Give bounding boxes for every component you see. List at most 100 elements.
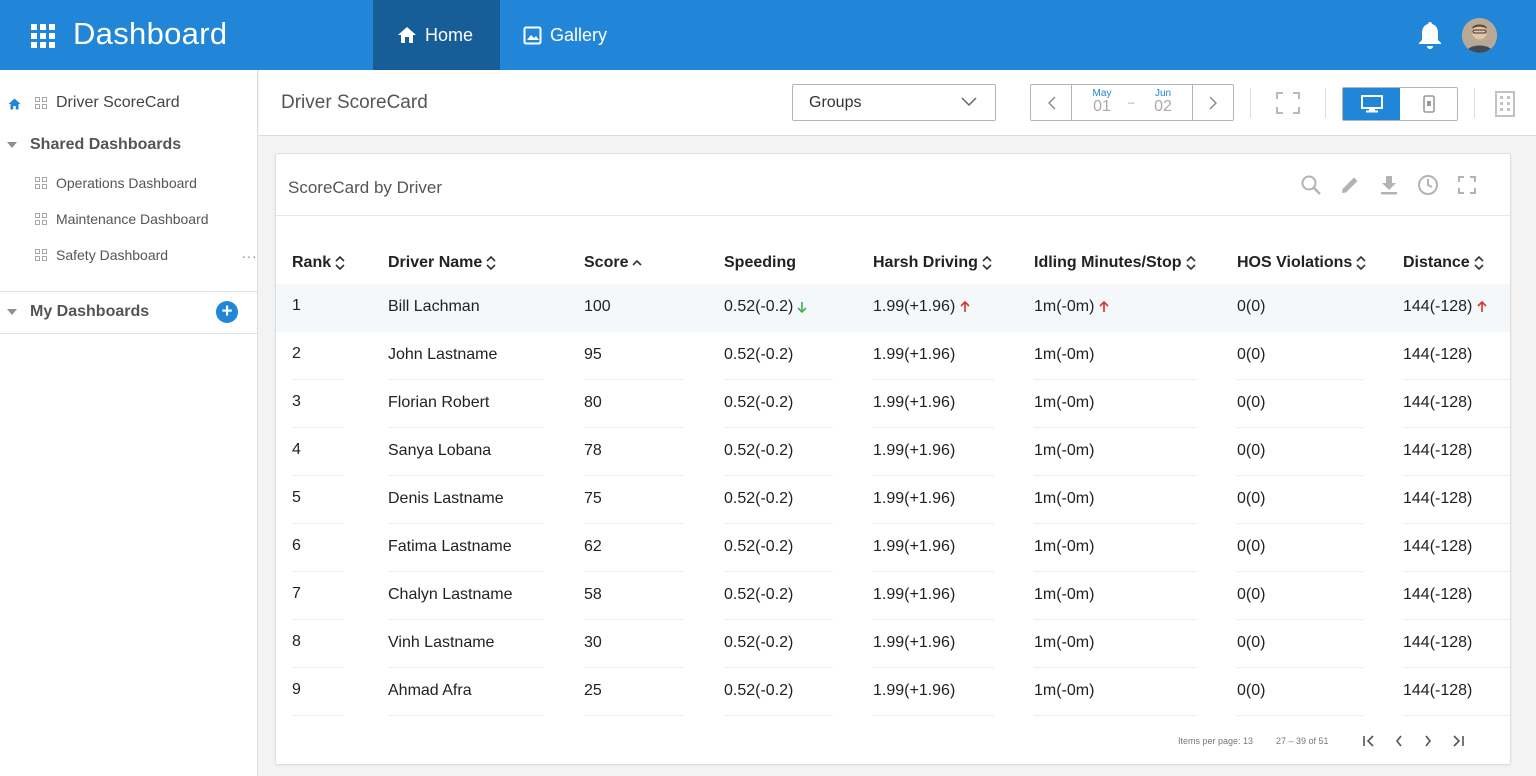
cell-driver-name: Vinh Lastname <box>388 634 495 651</box>
table-body: 1 Bill Lachman 100 0.52(-0.2) 1.99(+1.96… <box>276 284 1510 716</box>
table-row[interactable]: 9 Ahmad Afra 25 0.52(-0.2) 1.99(+1.96) 1… <box>276 668 1510 716</box>
sidebar-item-safety[interactable]: Safety Dashboard ··· <box>35 247 257 263</box>
cell-idling: 1m(-0m) <box>1034 490 1095 507</box>
cell-speeding: 0.52(-0.2) <box>724 538 794 555</box>
desktop-view-button[interactable] <box>1343 88 1400 120</box>
search-icon[interactable] <box>1300 174 1322 196</box>
history-icon[interactable] <box>1417 174 1439 196</box>
column-header-label: Score <box>584 254 629 271</box>
trend-down-arrow-icon <box>797 302 807 314</box>
table-row[interactable]: 8 Vinh Lastname 30 0.52(-0.2) 1.99(+1.96… <box>276 620 1510 668</box>
cell-harsh-driving: 1.99(+1.96) <box>873 634 956 651</box>
mobile-view-button[interactable] <box>1400 88 1457 120</box>
column-header-hos-violations[interactable]: HOS Violations <box>1237 254 1366 272</box>
cell-speeding: 0.52(-0.2) <box>724 634 794 651</box>
date-separator: – <box>1128 95 1135 109</box>
groups-select-value: Groups <box>809 94 862 111</box>
edit-icon[interactable] <box>1339 174 1361 196</box>
cell-distance: 144(-128) <box>1403 538 1473 555</box>
table-row[interactable]: 2 John Lastname 95 0.52(-0.2) 1.99(+1.96… <box>276 332 1510 380</box>
cell-hos-violations: 0(0) <box>1237 490 1266 507</box>
more-options-icon[interactable]: ··· <box>241 248 257 264</box>
previous-page-button[interactable] <box>1390 732 1408 750</box>
chevron-left-icon <box>1047 96 1055 109</box>
dashboard-grid-icon <box>35 213 47 225</box>
table-row[interactable]: 7 Chalyn Lastname 58 0.52(-0.2) 1.99(+1.… <box>276 572 1510 620</box>
table-row[interactable]: 4 Sanya Lobana 78 0.52(-0.2) 1.99(+1.96)… <box>276 428 1510 476</box>
cell-idling: 1m(-0m) <box>1034 586 1095 603</box>
sidebar-item-driver-scorecard[interactable]: Driver ScoreCard <box>35 94 257 112</box>
date-prev-button[interactable] <box>1031 85 1071 120</box>
sidebar-section-shared[interactable]: Shared Dashboards <box>0 136 257 154</box>
column-header-label: Rank <box>292 254 332 271</box>
table-row[interactable]: 5 Denis Lastname 75 0.52(-0.2) 1.99(+1.9… <box>276 476 1510 524</box>
sidebar-item-label: Maintenance Dashboard <box>56 211 209 227</box>
cell-rank: 4 <box>292 441 301 458</box>
desktop-icon <box>1360 95 1383 113</box>
groups-select[interactable]: Groups <box>792 84 996 121</box>
column-header-driver-name[interactable]: Driver Name <box>388 254 496 272</box>
sort-icon <box>982 256 992 270</box>
mobile-phone-icon <box>1422 95 1435 113</box>
table-pagination: Items per page: 13 27 – 39 of 51 <box>276 728 1510 752</box>
dashboard-grid-icon <box>35 249 47 261</box>
column-header-score[interactable]: Score <box>584 254 643 272</box>
card-header-divider <box>276 215 1510 216</box>
tab-gallery-label: Gallery <box>550 24 608 45</box>
cell-driver-name: Sanya Lobana <box>388 442 492 459</box>
last-page-icon <box>1453 735 1464 747</box>
date-next-button[interactable] <box>1193 85 1233 120</box>
sort-icon <box>1356 256 1366 270</box>
column-header-speeding[interactable]: Speeding <box>724 254 796 272</box>
notifications-bell-icon[interactable] <box>1417 20 1443 50</box>
cell-speeding: 0.52(-0.2) <box>724 490 794 507</box>
cell-speeding: 0.52(-0.2) <box>724 298 808 316</box>
cell-distance: 144(-128) <box>1403 346 1473 363</box>
column-header-label: Driver Name <box>388 254 483 271</box>
first-page-button[interactable] <box>1360 732 1378 750</box>
next-page-button[interactable] <box>1419 732 1437 750</box>
table-row[interactable]: 1 Bill Lachman 100 0.52(-0.2) 1.99(+1.96… <box>276 284 1510 332</box>
column-header-distance[interactable]: Distance <box>1403 254 1484 272</box>
first-page-icon <box>1363 735 1374 747</box>
sort-ascending-icon <box>632 259 643 266</box>
cell-distance: 144(-128) <box>1403 442 1473 459</box>
cell-distance: 144(-128) <box>1403 490 1473 507</box>
building-icon[interactable] <box>1495 91 1515 117</box>
sidebar-divider <box>0 291 257 292</box>
column-header-harsh-driving[interactable]: Harsh Driving <box>873 254 992 272</box>
column-header-idling[interactable]: Idling Minutes/Stop <box>1034 254 1196 272</box>
tab-home[interactable]: Home <box>373 0 500 70</box>
home-icon[interactable] <box>8 98 21 110</box>
last-page-button[interactable] <box>1449 732 1467 750</box>
toolbar-divider <box>1250 88 1251 118</box>
home-icon <box>398 27 416 43</box>
sidebar-item-label: Safety Dashboard <box>56 247 169 263</box>
download-icon[interactable] <box>1378 174 1400 196</box>
cell-driver-name: Chalyn Lastname <box>388 586 513 603</box>
sidebar-item-maintenance[interactable]: Maintenance Dashboard <box>35 211 257 227</box>
date-range-display[interactable]: May 01 – Jun 02 <box>1071 85 1193 120</box>
items-per-page-label: Items per page: 13 <box>1178 736 1254 746</box>
table-row[interactable]: 6 Fatima Lastname 62 0.52(-0.2) 1.99(+1.… <box>276 524 1510 572</box>
tab-gallery[interactable]: Gallery <box>500 0 640 70</box>
date-to-month: Jun <box>1154 88 1172 99</box>
sidebar-item-operations[interactable]: Operations Dashboard <box>35 175 257 191</box>
user-avatar[interactable] <box>1462 18 1497 53</box>
table-row[interactable]: 3 Florian Robert 80 0.52(-0.2) 1.99(+1.9… <box>276 380 1510 428</box>
cell-driver-name: Florian Robert <box>388 394 490 411</box>
add-dashboard-button[interactable]: + <box>216 301 238 323</box>
fullscreen-icon[interactable] <box>1276 92 1300 114</box>
column-header-rank[interactable]: Rank <box>292 254 345 272</box>
apps-grid-icon[interactable] <box>31 24 55 48</box>
column-header-label: Distance <box>1403 254 1470 271</box>
cell-hos-violations: 0(0) <box>1237 442 1266 459</box>
sidebar-section-my[interactable]: My Dashboards <box>0 300 200 324</box>
fullscreen-icon[interactable] <box>1456 174 1478 196</box>
cell-hos-violations: 0(0) <box>1237 346 1266 363</box>
cell-harsh-driving: 1.99(+1.96) <box>873 490 956 507</box>
sidebar-section-label: Shared Dashboards <box>30 136 182 153</box>
date-from-day: 01 <box>1093 98 1111 115</box>
cell-hos-violations: 0(0) <box>1237 394 1266 411</box>
cell-harsh-driving: 1.99(+1.96) <box>873 538 956 555</box>
